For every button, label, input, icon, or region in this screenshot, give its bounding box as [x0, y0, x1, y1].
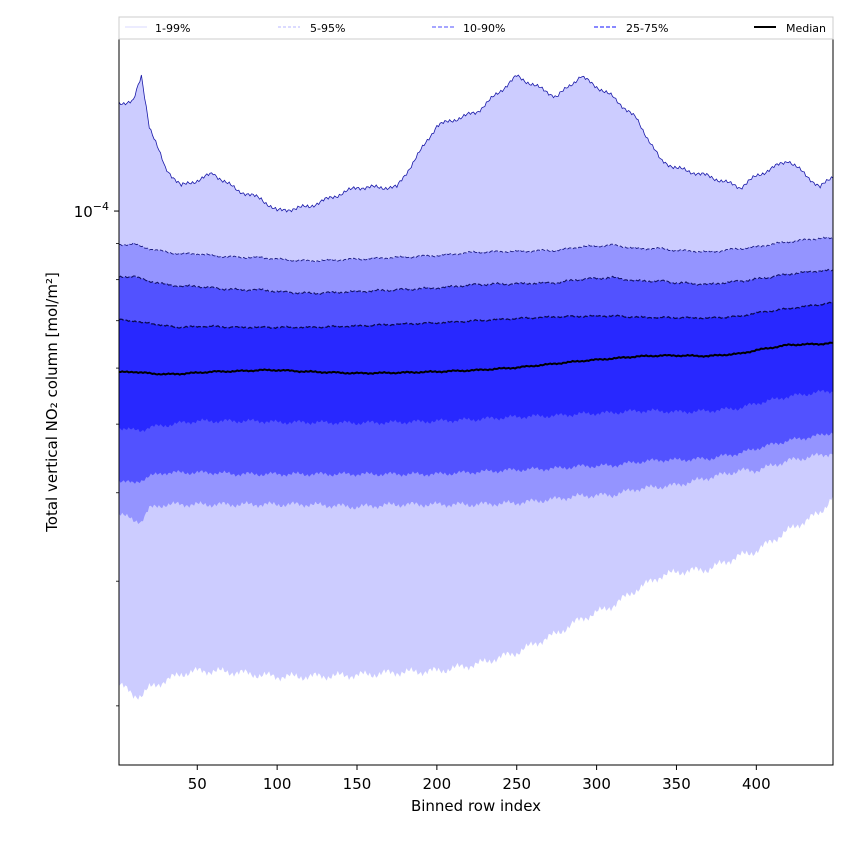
percentile-bands: [119, 75, 833, 700]
line-10-90-upper: [118, 268, 834, 295]
x-tick-label: 350: [662, 775, 691, 793]
percentile-lines: [118, 74, 834, 376]
x-tick-label: 250: [502, 775, 531, 793]
legend-label: 5-95%: [310, 22, 345, 35]
band-25-75: [119, 302, 833, 432]
line-1-99-upper: [118, 74, 834, 213]
line-5-95-upper: [118, 236, 834, 263]
x-tick-label: 300: [582, 775, 611, 793]
legend: 1-99% 5-95% 10-90% 25-75% Median: [118, 16, 834, 40]
x-tick-label: 100: [263, 775, 292, 793]
legend-label: 25-75%: [626, 22, 668, 35]
x-tick-label: 200: [423, 775, 452, 793]
line-25-75-upper: [118, 301, 834, 330]
legend-box: [118, 16, 834, 40]
axes: 50 100 150 200 250 300 350 400 10−4: [74, 38, 834, 793]
y-axis-label: Total vertical NO₂ column [mol/m²]: [43, 272, 61, 533]
x-tick-label: 50: [188, 775, 207, 793]
median-line: [119, 341, 834, 376]
x-tick-label: 400: [742, 775, 771, 793]
x-tick-label: 150: [343, 775, 372, 793]
legend-label: 10-90%: [463, 22, 505, 35]
y-tick-label: 10−4: [74, 200, 109, 221]
legend-label: 1-99%: [155, 22, 190, 35]
x-axis-label: Binned row index: [411, 797, 541, 815]
legend-label: Median: [786, 22, 826, 35]
